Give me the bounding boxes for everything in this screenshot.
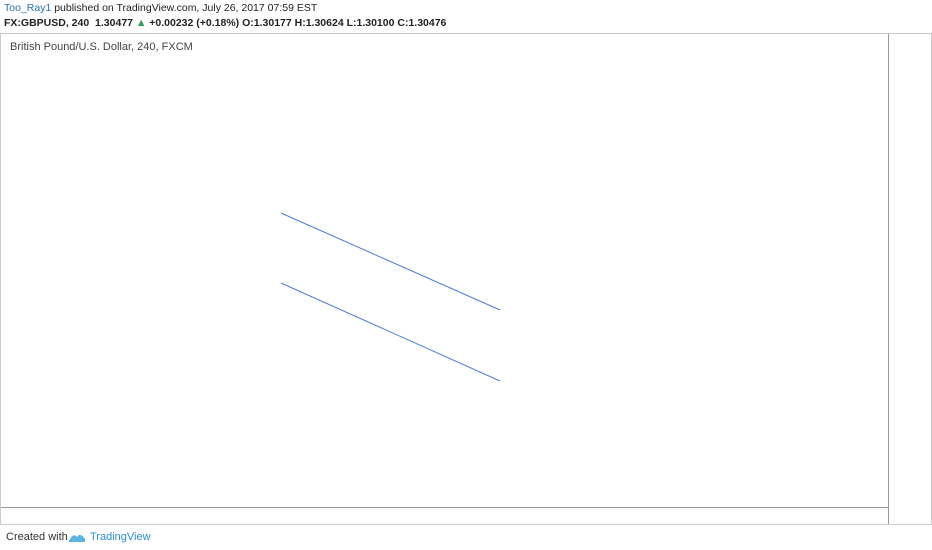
frame [0,33,932,525]
logo [69,534,85,542]
created-with: Created with [6,531,68,543]
symbol-line: FX:GBPUSD, 240 1.30477 ▲ +0.00232 (+0.18… [4,17,447,29]
channel-bottom [280,282,501,382]
last: 1.30477 [95,17,134,29]
symbol: FX:GBPUSD, 240 [4,17,90,29]
header: Too_Ray1 published on TradingView.com, J… [0,0,932,32]
footer: Created with TradingView [0,525,932,550]
user[interactable]: Too_Ray1 [4,2,52,14]
chart: British Pound/U.S. Dollar, 240, FXCM [0,33,932,525]
published: published on TradingView.com, July 26, 2… [54,2,318,14]
ohlc: O:1.30177 H:1.30624 L:1.30100 C:1.30476 [242,17,447,29]
channel-top [280,212,501,311]
change: +0.00232 (+0.18%) [149,17,240,29]
publish-line: Too_Ray1 published on TradingView.com, J… [4,2,317,14]
brand[interactable]: TradingView [90,531,151,543]
chart-title: British Pound/U.S. Dollar, 240, FXCM [10,41,193,53]
